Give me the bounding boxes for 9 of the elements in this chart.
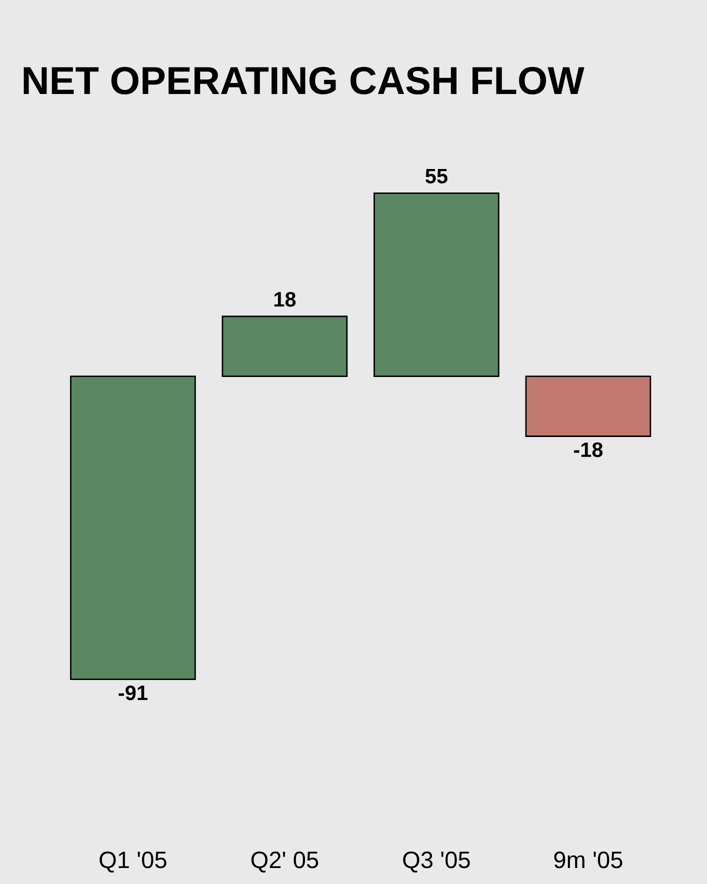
data-label: -91 <box>118 685 148 700</box>
x-tick-label: Q3 '05 <box>403 852 470 872</box>
data-label: 55 <box>426 168 448 184</box>
data-label: 18 <box>274 292 296 307</box>
x-tick-label: Q1 '05 <box>100 852 166 872</box>
chart-title: NET OPERATING CASH FLOW <box>24 66 584 94</box>
data-label: -18 <box>574 442 603 458</box>
x-tick-label: Q2' 05 <box>251 852 318 872</box>
x-tick-label: 9m '05 <box>554 852 622 868</box>
